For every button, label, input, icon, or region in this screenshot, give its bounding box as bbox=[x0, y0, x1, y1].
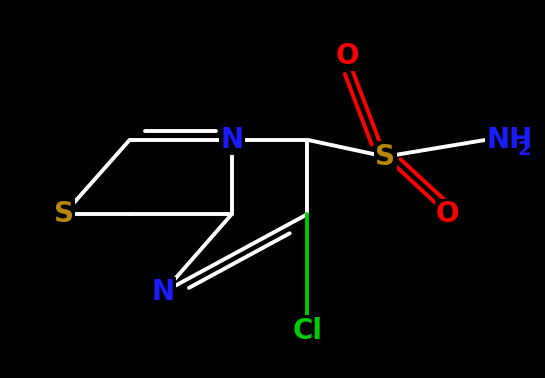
Text: S: S bbox=[54, 200, 74, 228]
Text: O: O bbox=[436, 200, 459, 228]
Text: Cl: Cl bbox=[292, 316, 322, 345]
Text: NH: NH bbox=[486, 126, 532, 154]
Text: N: N bbox=[152, 278, 175, 306]
Text: S: S bbox=[376, 143, 395, 170]
Text: N: N bbox=[220, 126, 243, 154]
Text: 2: 2 bbox=[518, 139, 531, 158]
Text: O: O bbox=[335, 42, 359, 70]
